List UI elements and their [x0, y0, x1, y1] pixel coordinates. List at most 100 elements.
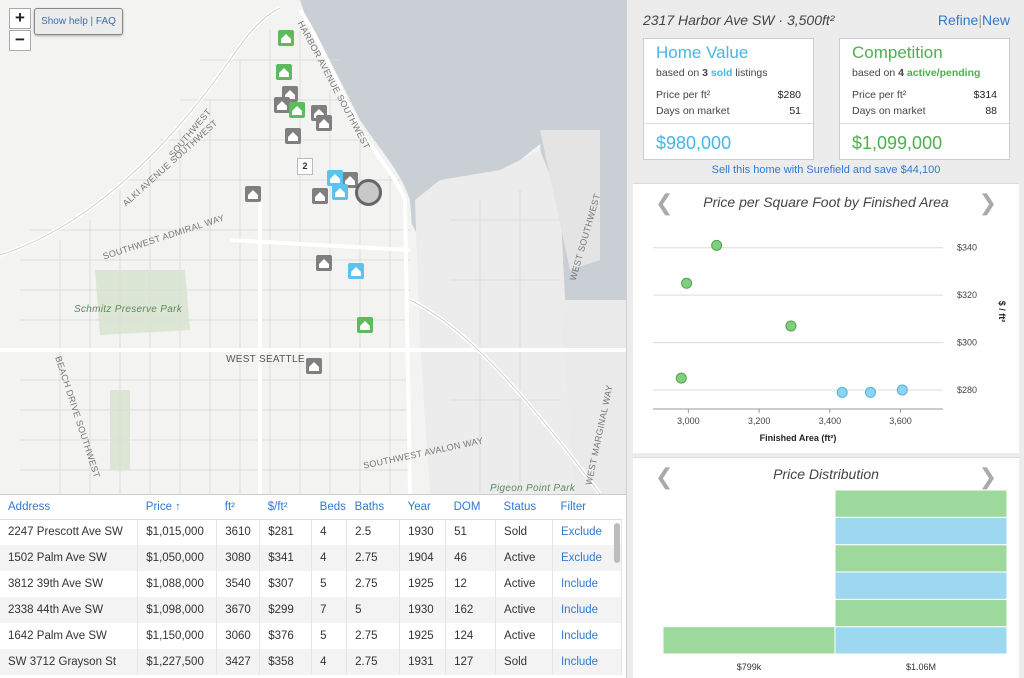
table-cell: 1642 Palm Ave SW [0, 623, 139, 649]
y-axis-label: $ / ft² [997, 301, 1007, 323]
listing-pin[interactable] [332, 184, 348, 200]
table-cell: 162 [445, 597, 497, 623]
table-row[interactable]: 3812 39th Ave SW $1,088,000 3540 $307 5 2.75 1… [0, 571, 623, 597]
table-cell: 2.75 [346, 571, 401, 597]
table-cell: $376 [259, 623, 313, 649]
col-year[interactable]: Year [399, 495, 446, 520]
table-cell: 3610 [216, 519, 261, 545]
distribution-bar-segment [834, 544, 1008, 573]
zoom-in-button[interactable]: + [9, 8, 31, 29]
table-cell: 51 [445, 519, 497, 545]
listing-pin[interactable] [245, 186, 261, 202]
house-icon [345, 176, 355, 185]
data-point [675, 372, 687, 384]
table-cell: Active [495, 545, 553, 571]
competition-ppf-value: $314 [973, 89, 997, 101]
filter-toggle-link[interactable]: Exclude [552, 519, 623, 545]
filter-toggle-link[interactable]: Exclude [552, 545, 623, 571]
listing-pin[interactable] [316, 115, 332, 131]
data-point [836, 386, 848, 398]
new-link[interactable]: New [981, 12, 1010, 28]
col-filter: Filter [552, 495, 622, 520]
table-cell: 3080 [216, 545, 261, 571]
y-tick-label: $320 [957, 290, 977, 300]
table-cell: Sold [495, 519, 553, 545]
listing-pin[interactable] [274, 97, 290, 113]
y-tick-label: $340 [957, 243, 977, 253]
cluster-marker[interactable]: 2 [297, 158, 313, 175]
table-cell: $1,098,000 [137, 597, 218, 623]
filter-toggle-link[interactable]: Include [552, 623, 623, 649]
help-faq-button[interactable]: Show help | FAQ [34, 8, 123, 35]
zoom-out-button[interactable]: − [9, 30, 31, 51]
house-icon [292, 106, 302, 115]
prev-chart-chevron-icon[interactable]: ❮ [655, 464, 674, 489]
x-tick-label: 3,600 [889, 416, 912, 426]
listing-pin[interactable] [312, 188, 328, 204]
house-icon [309, 362, 319, 371]
table-cell: Active [495, 597, 553, 623]
scatter-chart: $280 $300 $320 $340 3,000 3,200 3,400 3,600 Fini… [653, 239, 1007, 443]
table-row[interactable]: 1502 Palm Ave SW $1,050,000 3080 $341 4 2.75 1… [0, 545, 623, 571]
next-chart-chevron-icon[interactable]: ❯ [978, 190, 997, 215]
scatter-chart-title: Price per Square Foot by Finished Area [703, 194, 949, 210]
listing-pin[interactable] [327, 170, 343, 186]
filter-toggle-link[interactable]: Include [552, 597, 623, 623]
home-value-dom-value: 51 [789, 105, 801, 117]
home-value-ppf-value: $280 [777, 89, 801, 101]
listing-pin[interactable] [316, 255, 332, 271]
map[interactable]: ALKI AVENUE SOUTHWEST HARBOR AVENUE SOUT… [0, 0, 626, 494]
listing-pin[interactable] [289, 102, 305, 118]
col-status[interactable]: Status [495, 495, 553, 520]
prev-chart-chevron-icon[interactable]: ❮ [655, 190, 674, 215]
table-scrollbar[interactable] [614, 523, 620, 563]
next-chart-chevron-icon[interactable]: ❯ [978, 464, 997, 489]
table-cell: 4 [311, 545, 348, 571]
table-cell: 3812 39th Ave SW [0, 571, 139, 597]
sell-home-link[interactable]: Sell this home with Surefield and save $… [711, 164, 941, 176]
col-baths[interactable]: Baths [346, 495, 400, 520]
property-address: 2317 Harbor Ave SW · 3,500ft² [643, 12, 835, 28]
table-row[interactable]: 2338 44th Ave SW $1,098,000 3670 $299 7 5 1930… [0, 597, 623, 623]
y-tick-label: $300 [957, 338, 977, 348]
subject-home-marker[interactable] [355, 179, 382, 206]
table-cell: $1,150,000 [137, 623, 218, 649]
competition-estimate: $1,099,000 [852, 133, 943, 153]
col-address[interactable]: Address [0, 495, 138, 520]
col-price-per-sqft[interactable]: $/ft² [259, 495, 312, 520]
table-cell: 1904 [399, 545, 447, 571]
table-cell: 7 [311, 597, 348, 623]
competition-dom-value: 88 [985, 105, 997, 117]
col-sqft[interactable]: ft² [216, 495, 260, 520]
listing-pin[interactable] [285, 128, 301, 144]
home-value-ppf-label: Price per ft² [656, 89, 711, 101]
distribution-chart: $799k $1.06M [662, 489, 1008, 672]
col-dom[interactable]: DOM [445, 495, 496, 520]
x-tick-label: 3,200 [748, 416, 771, 426]
data-point [681, 277, 693, 289]
listing-pin[interactable] [278, 30, 294, 46]
col-beds[interactable]: Beds [311, 495, 347, 520]
refine-new-links: Refine|New [938, 12, 1010, 28]
distribution-bar-segment [834, 516, 1008, 546]
listing-pin[interactable] [348, 263, 364, 279]
listing-pin[interactable] [306, 358, 322, 374]
table-cell: Active [495, 623, 553, 649]
table-row[interactable]: SW 3712 Grayson St $1,227,500 3427 $358 4 2.7… [0, 649, 623, 675]
table-row[interactable]: 1642 Palm Ave SW $1,150,000 3060 $376 5 2.75 1… [0, 623, 623, 649]
table-cell: 46 [445, 545, 497, 571]
filter-toggle-link[interactable]: Include [552, 571, 623, 597]
table-cell: 2.75 [346, 545, 401, 571]
table-cell: 3060 [216, 623, 261, 649]
y-tick-label: $280 [957, 385, 977, 395]
house-icon [319, 259, 329, 268]
filter-toggle-link[interactable]: Include [552, 649, 623, 675]
table-row[interactable]: 2247 Prescott Ave SW $1,015,000 3610 $281 4 2… [0, 519, 623, 545]
listing-pin[interactable] [357, 317, 373, 333]
refine-link[interactable]: Refine [937, 12, 979, 28]
home-value-count: 3 [702, 67, 708, 79]
listing-pin[interactable] [276, 64, 292, 80]
table-cell: 2.5 [346, 519, 401, 545]
col-price[interactable]: Price ↑ [137, 495, 217, 520]
table-cell: 5 [311, 623, 348, 649]
